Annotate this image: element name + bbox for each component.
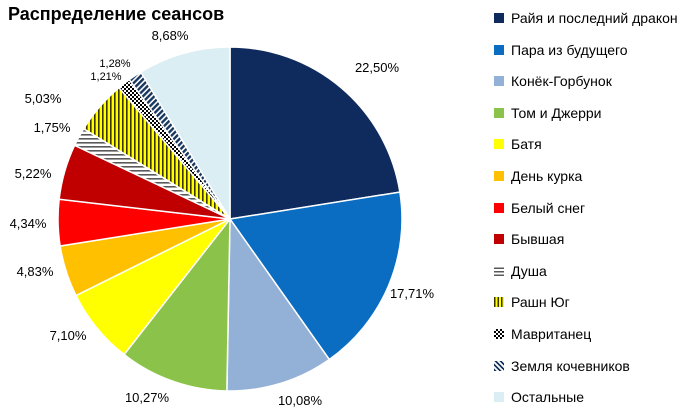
legend-label: Бывшая bbox=[511, 231, 565, 248]
pie-slice bbox=[123, 216, 231, 392]
legend-item: Батя bbox=[494, 134, 542, 154]
slice-label: 22,50% bbox=[355, 60, 400, 75]
slice-label: 1,28% bbox=[99, 58, 130, 70]
legend-item: Земля кочевников bbox=[494, 356, 630, 376]
slice-label: 1,21% bbox=[90, 71, 121, 83]
pie-slice bbox=[139, 46, 231, 222]
slice-label: 8,68% bbox=[152, 28, 189, 43]
legend-label: Душа bbox=[511, 262, 547, 279]
legend-swatch bbox=[494, 76, 504, 87]
legend-item: Рашн Юг bbox=[494, 292, 570, 312]
slice-label: 10,08% bbox=[278, 393, 323, 408]
pie-chart: 22,50% 17,71% 10,08% 10,27% 7,10% 4,83% 4,34% 5… bbox=[10, 28, 435, 408]
pie-slice bbox=[229, 46, 401, 220]
legend-item: Мавританец bbox=[494, 324, 591, 344]
legend-item: Конёк-Горбунок bbox=[494, 71, 612, 91]
legend-label: Земля кочевников bbox=[511, 357, 630, 374]
legend-label: Батя bbox=[511, 136, 542, 153]
slice-label: 5,03% bbox=[25, 91, 62, 106]
legend-item: Райя и последний дракон bbox=[494, 8, 678, 28]
legend-swatch bbox=[494, 44, 504, 55]
legend-item: День курка bbox=[494, 166, 582, 186]
slice-label: 17,71% bbox=[390, 286, 435, 301]
legend-item: Белый снег bbox=[494, 198, 585, 218]
legend-swatch bbox=[494, 107, 504, 118]
legend-swatch bbox=[494, 329, 504, 339]
slice-label: 5,22% bbox=[15, 166, 52, 181]
slice-label: 4,83% bbox=[17, 264, 54, 279]
legend-swatch bbox=[494, 202, 504, 213]
pie-slices bbox=[57, 46, 403, 392]
legend-label: Белый снег bbox=[511, 199, 586, 216]
legend-item: Бывшая bbox=[494, 229, 564, 249]
legend-label: День курка bbox=[511, 168, 583, 184]
legend-item: Остальные bbox=[494, 387, 584, 407]
slice-label: 4,34% bbox=[10, 216, 47, 231]
legend-item: Том и Джерри bbox=[494, 103, 602, 123]
legend-label: Мавританец bbox=[511, 326, 592, 342]
legend-label: Том и Джерри bbox=[511, 104, 602, 121]
legend-swatch bbox=[494, 234, 504, 245]
pie-slice bbox=[228, 191, 403, 361]
legend-swatch bbox=[494, 392, 504, 403]
slice-label: 10,27% bbox=[125, 390, 170, 405]
chart-title: Распределение сеансов bbox=[8, 4, 225, 24]
legend-label: Конёк-Горбунок bbox=[511, 73, 612, 90]
legend-label: Райя и последний дракон bbox=[511, 10, 678, 26]
legend-label: Рашн Юг bbox=[511, 294, 570, 311]
pie-slice bbox=[226, 216, 331, 392]
legend-swatch bbox=[494, 171, 504, 181]
legend-swatch bbox=[494, 139, 504, 150]
pie-labels: 22,50% 17,71% 10,08% 10,27% 7,10% 4,83% 4,34% 5… bbox=[10, 28, 435, 408]
legend-label: Остальные bbox=[511, 389, 584, 406]
slice-label: 7,10% bbox=[50, 328, 87, 343]
legend-swatch bbox=[494, 265, 504, 276]
slice-label: 1,75% bbox=[34, 120, 71, 135]
legend-item: Пара из будущего bbox=[494, 40, 628, 60]
legend-swatch bbox=[494, 297, 504, 308]
legend-swatch bbox=[494, 13, 504, 23]
legend-label: Пара из будущего bbox=[511, 41, 628, 58]
legend-swatch bbox=[494, 360, 504, 371]
legend-item: Душа bbox=[494, 261, 547, 281]
